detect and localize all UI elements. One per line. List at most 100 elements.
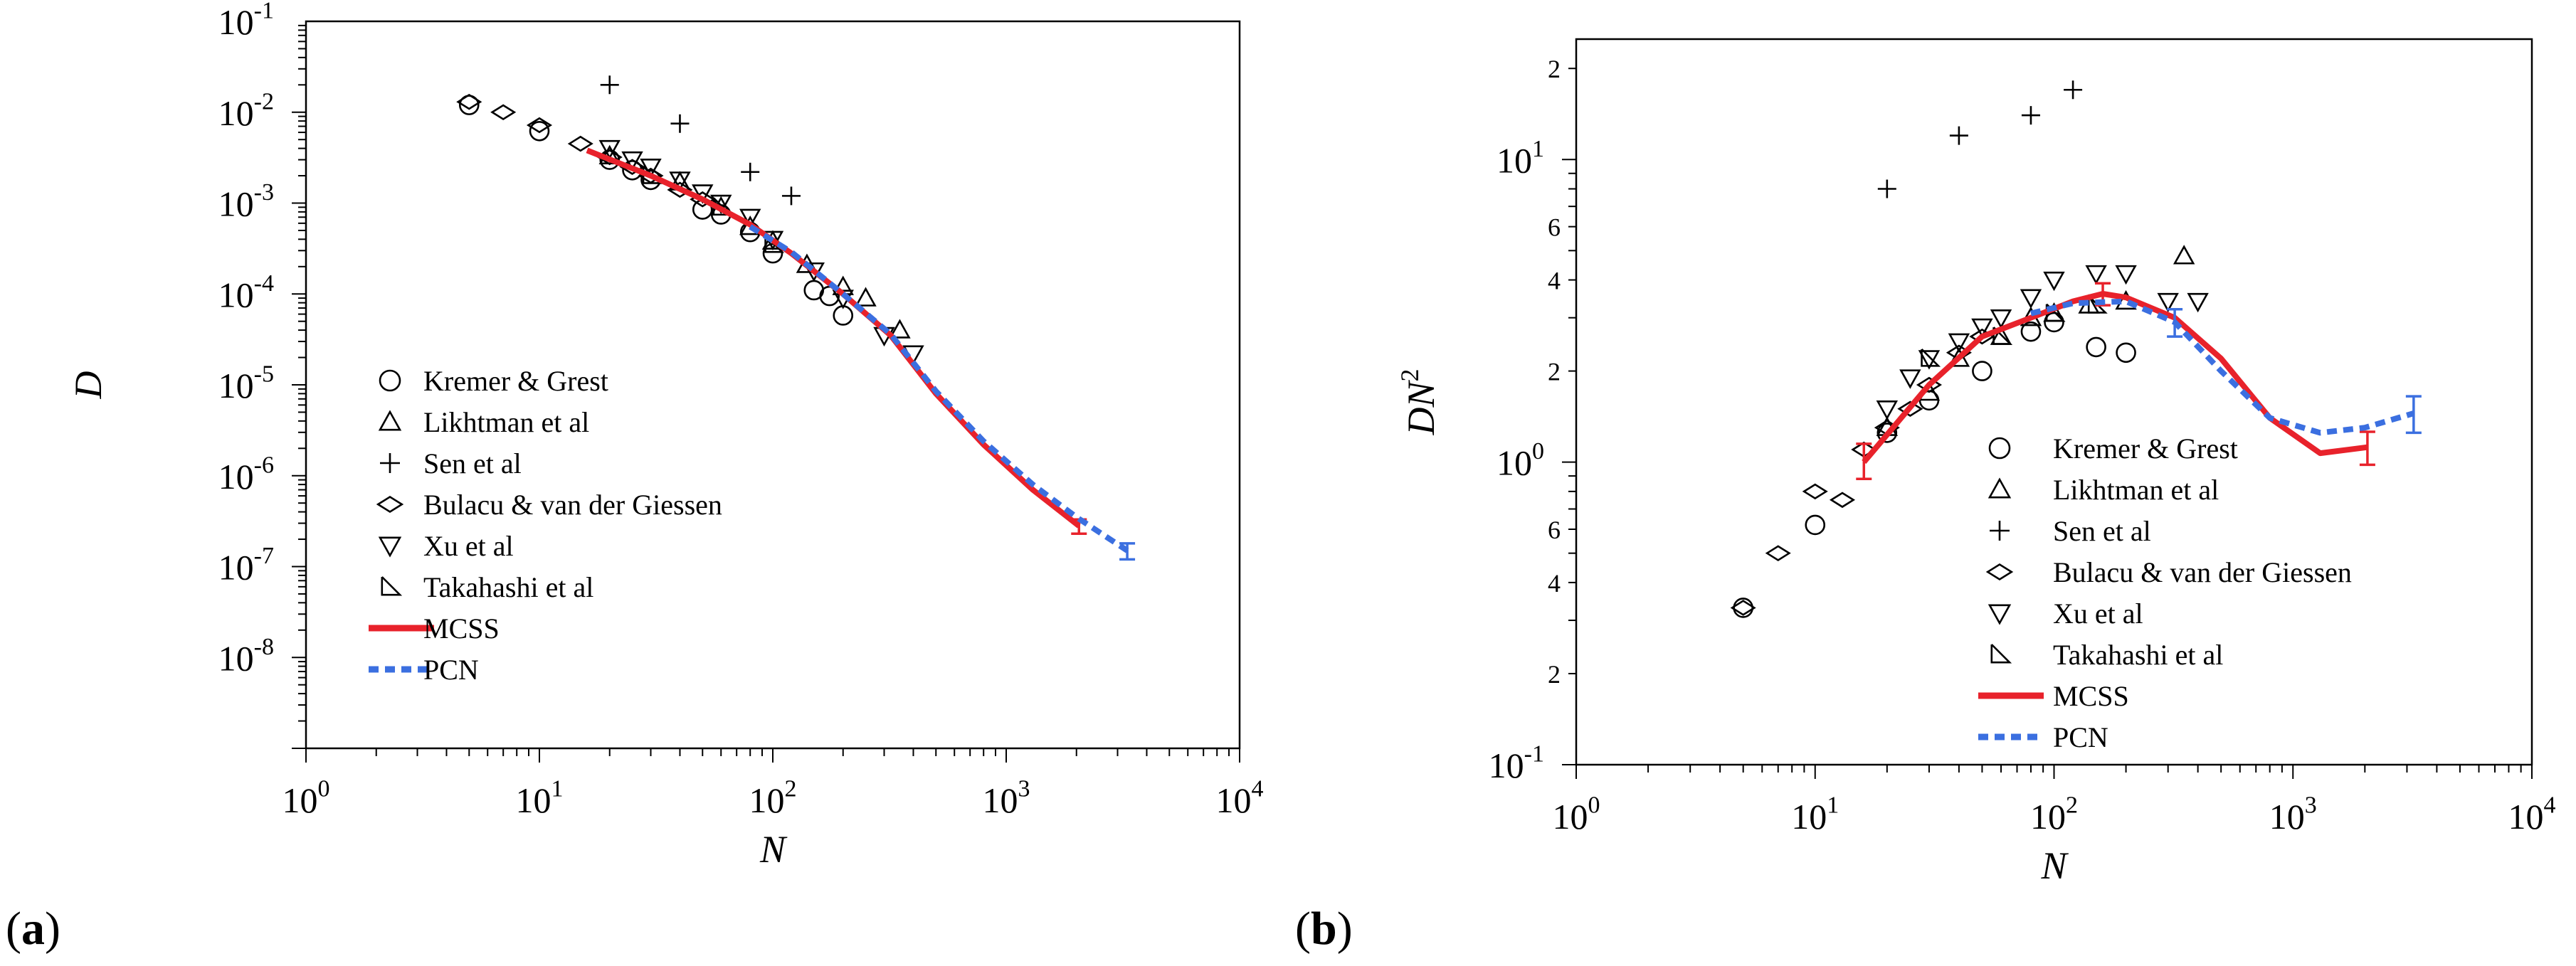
data-point-diamond <box>1829 492 1856 509</box>
error-bar <box>2405 395 2422 435</box>
x-tick-label: 101 <box>516 776 564 821</box>
data-point-triangle-down <box>598 139 621 160</box>
x-tick-label: 102 <box>2030 792 2078 837</box>
legend-label: Takahashi et al <box>423 571 593 603</box>
legend-marker-diamond <box>376 495 404 514</box>
legend-label: PCN <box>2053 721 2108 753</box>
legend-label: Likhtman et al <box>423 406 589 438</box>
error-bar <box>2167 308 2183 338</box>
data-point-triangle-down <box>2187 292 2209 313</box>
data-point-triangle-down <box>2020 289 2042 309</box>
data-point-triangle-up <box>2173 245 2195 265</box>
data-point-right-triangle <box>1921 349 1941 367</box>
data-point-triangle-up <box>855 287 877 307</box>
x-tick-label: 104 <box>1216 776 1264 821</box>
data-point-right-triangle <box>1992 327 2013 345</box>
data-point-plus <box>670 114 690 133</box>
y-minor-tick-label: 4 <box>1548 267 1561 295</box>
legend-label: Sen et al <box>2053 515 2151 547</box>
data-point-triangle-down <box>1990 309 2012 329</box>
data-point-triangle-down <box>1918 350 1941 370</box>
data-point-diamond <box>1730 600 1756 616</box>
data-point-plus <box>741 162 760 181</box>
y-axis-label: D <box>67 371 110 400</box>
legend-label: MCSS <box>2053 680 2129 712</box>
y-tick-label: 10-4 <box>218 270 274 315</box>
data-point-circle <box>1805 514 1826 536</box>
legend-label: Bulacu & van der Giessen <box>423 489 722 521</box>
data-point-triangle-down <box>640 158 662 179</box>
x-tick-label: 101 <box>1791 792 1839 837</box>
data-point-triangle-down <box>669 171 691 191</box>
y-tick-label: 10-1 <box>218 0 274 42</box>
legend-label: Likhtman et al <box>2053 474 2219 506</box>
legend-marker-right-triangle <box>1990 644 2012 664</box>
legend-label: Kremer & Grest <box>423 365 608 397</box>
data-point-circle <box>1733 598 1753 618</box>
legend-marker-right-triangle <box>381 576 403 596</box>
chart-b: 100 101 102 103 10410-11001012462462NDN2Krem… <box>1395 38 2556 887</box>
data-point-plus <box>1877 179 1896 198</box>
y-tick-label: 10-6 <box>218 452 274 497</box>
data-point-circle <box>2116 342 2136 363</box>
x-axis-label: N <box>2040 844 2069 887</box>
y-minor-tick-label: 6 <box>1548 213 1561 242</box>
error-bar <box>1856 442 1872 480</box>
y-minor-tick-label: 2 <box>1548 660 1561 689</box>
legend-marker-plus <box>1990 521 2010 541</box>
data-point-diamond <box>1802 483 1828 500</box>
legend-marker-triangle-down <box>378 536 402 558</box>
legend-marker-diamond <box>1985 563 2014 581</box>
data-point-circle <box>2044 312 2064 333</box>
y-tick-label: 100 <box>1496 438 1544 483</box>
legend-marker-circle <box>379 369 401 392</box>
legend-label: Takahashi et al <box>2053 639 2223 671</box>
data-point-triangle-down <box>2043 271 2065 292</box>
legend-label: Kremer & Grest <box>2053 432 2238 465</box>
data-point-triangle-down <box>2157 292 2179 313</box>
data-point-diamond <box>456 93 482 110</box>
y-tick-label: 10-3 <box>218 179 274 224</box>
x-tick-label: 100 <box>283 776 330 821</box>
legend-marker-circle <box>1988 437 2011 460</box>
y-tick-label: 10-7 <box>218 543 274 588</box>
data-point-diamond <box>1874 419 1900 436</box>
y-minor-tick-label: 6 <box>1548 516 1561 544</box>
data-point-circle <box>1972 361 1992 381</box>
mcss-line <box>1862 291 2368 465</box>
y-tick-label: 101 <box>1496 136 1544 181</box>
pcn-line <box>749 224 1129 553</box>
data-point-triangle-down <box>1948 333 1970 354</box>
y-minor-tick-label: 2 <box>1548 358 1561 386</box>
x-tick-label: 104 <box>2508 792 2556 837</box>
y-tick-label: 10-2 <box>218 88 274 133</box>
data-point-circle <box>762 243 783 264</box>
y-minor-tick-label: 4 <box>1548 569 1561 598</box>
mcss-line <box>586 147 1081 529</box>
y-tick-label: 10-8 <box>218 634 274 679</box>
legend-label: Sen et al <box>423 447 522 479</box>
data-point-triangle-down <box>739 208 761 228</box>
x-tick-label: 102 <box>749 776 797 821</box>
panel-label-b: (b) <box>1295 903 1353 955</box>
error-bar <box>1119 542 1136 561</box>
data-point-circle <box>1876 423 1898 443</box>
data-point-triangle-down <box>2115 265 2137 285</box>
x-tick-label: 100 <box>1553 792 1600 837</box>
data-point-triangle-down <box>1876 400 1899 420</box>
x-tick-label: 103 <box>983 776 1030 821</box>
data-point-circle <box>2020 321 2042 342</box>
legend-label: Bulacu & van der Giessen <box>2053 556 2352 588</box>
y-axis-label: DN2 <box>1395 368 1442 435</box>
legend-marker-triangle-up <box>1988 477 2012 499</box>
x-axis-label: N <box>759 828 788 871</box>
data-point-plus <box>600 75 619 95</box>
data-point-plus <box>1949 126 1968 145</box>
data-point-diamond <box>567 135 593 152</box>
y-tick-label: 10-5 <box>218 361 274 406</box>
data-point-triangle-down <box>692 184 714 204</box>
data-point-plus <box>781 186 801 206</box>
error-bar <box>2359 430 2375 467</box>
y-minor-tick-label: 2 <box>1548 55 1561 83</box>
data-point-triangle-down <box>621 151 643 171</box>
